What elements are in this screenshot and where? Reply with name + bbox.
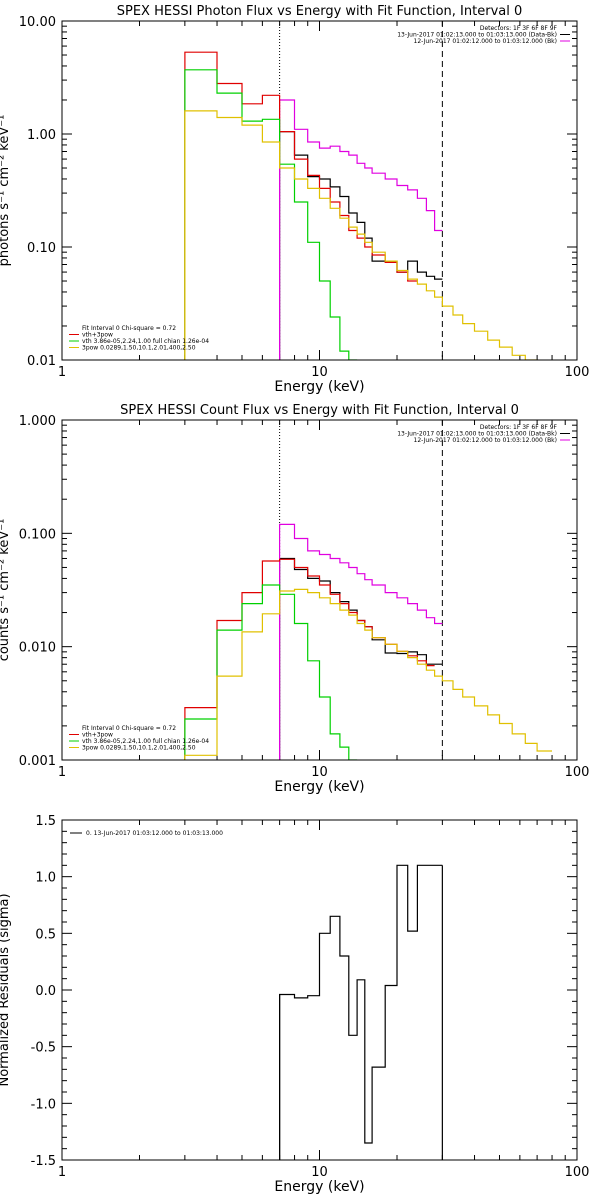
series-bk <box>279 523 443 760</box>
series-3pow <box>184 110 538 360</box>
legend-entry: Detectors: 1F 3F 6F 8F 9F <box>480 25 558 32</box>
chart-title: SPEX HESSI Photon Flux vs Energy with Fi… <box>117 4 523 19</box>
legend-entry: 12-Jun-2017 01:02:12.000 to 01:03:12.000… <box>414 38 557 45</box>
series-3pow <box>184 588 552 760</box>
legend-entry: vth 3.86e-05,2.24,1.00 full chian 1.26e-… <box>82 338 209 345</box>
legend-entry: vth+3pow <box>82 332 113 339</box>
x-axis-label: Energy (keV) <box>274 779 364 795</box>
x-tick-label: 10 <box>311 765 328 780</box>
y-tick-label: 1.00 <box>27 128 56 143</box>
y-tick-label: 0.100 <box>19 527 56 542</box>
legend-entry: Fit Interval 0 Chi-square = 0.72 <box>82 325 176 332</box>
legend-entry: 0. 13-Jun-2017 01:03:12.000 to 01:03:13.… <box>86 830 223 837</box>
y-axis-label: photons s⁻¹ cm⁻² keV⁻¹ <box>0 115 12 267</box>
y-axis-label: counts s⁻¹ cm⁻² keV⁻¹ <box>0 519 12 662</box>
x-axis-label: Energy (keV) <box>274 1179 364 1195</box>
y-tick-label: 0.010 <box>19 641 56 656</box>
series-residuals <box>279 864 443 1160</box>
x-tick-label: 1 <box>58 1165 66 1180</box>
legend-entry: vth 3.86e-05,2.24,1.00 full chian 1.26e-… <box>82 738 209 745</box>
legend-entry: 12-Jun-2017 01:02:12.000 to 01:03:12.000… <box>414 437 557 444</box>
y-axis-label: Normalized Residuals (sigma) <box>0 893 12 1086</box>
plot-frame <box>61 819 578 1161</box>
y-tick-label: 1.5 <box>35 814 56 829</box>
series-bk <box>279 99 443 360</box>
y-tick-label: 0.0 <box>35 984 56 999</box>
x-tick-label: 10 <box>311 1165 328 1180</box>
series-vth-3pow <box>184 51 418 360</box>
legend-entry: Fit Interval 0 Chi-square = 0.72 <box>82 725 176 732</box>
series-data-bk <box>279 131 443 360</box>
y-tick-label: -0.5 <box>31 1041 56 1056</box>
photon-flux-panel: SPEX HESSI Photon Flux vs Energy with Fi… <box>0 4 589 395</box>
y-tick-label: 1.0 <box>35 871 56 886</box>
residuals-panel: Normalized Residuals (sigma) Energy (keV)… <box>0 814 589 1195</box>
legend-entry: Detectors: 1F 3F 6F 8F 9F <box>480 424 558 431</box>
legend-entry: vth+3pow <box>82 732 113 739</box>
chart-title: SPEX HESSI Count Flux vs Energy with Fit… <box>120 403 519 418</box>
legend-entry: 13-Jun-2017 01:02:13.000 to 01:03:13.000… <box>397 431 557 438</box>
x-tick-label: 1 <box>58 765 66 780</box>
legend-entry: 3pow 0.0289,1.50,10.1,2.01,400,2.50 <box>82 745 196 752</box>
plot-frame <box>61 20 578 361</box>
legend-entry: 13-Jun-2017 01:02:13.000 to 01:03:13.000… <box>397 32 557 39</box>
x-axis-label: Energy (keV) <box>274 379 364 395</box>
series-vth <box>184 69 358 360</box>
y-tick-label: -1.5 <box>31 1154 56 1169</box>
x-tick-label: 10 <box>311 365 328 380</box>
y-tick-label: 0.10 <box>27 241 56 256</box>
y-tick-label: 0.01 <box>27 354 56 369</box>
plot-frame <box>61 419 578 761</box>
y-tick-label: 10.00 <box>19 15 56 30</box>
y-tick-label: 0.5 <box>35 927 56 942</box>
x-tick-label: 100 <box>565 1165 590 1180</box>
count-flux-panel: SPEX HESSI Count Flux vs Energy with Fit… <box>0 403 589 795</box>
y-tick-label: 1.000 <box>19 414 56 429</box>
y-tick-label: 0.001 <box>19 754 56 769</box>
x-tick-label: 100 <box>565 765 590 780</box>
x-tick-label: 1 <box>58 365 66 380</box>
series-vth <box>184 584 358 760</box>
y-tick-label: -1.0 <box>31 1097 56 1112</box>
legend-entry: 3pow 0.0289,1.50,10.1,2.01,400,2.50 <box>82 345 196 352</box>
x-tick-label: 100 <box>565 365 590 380</box>
